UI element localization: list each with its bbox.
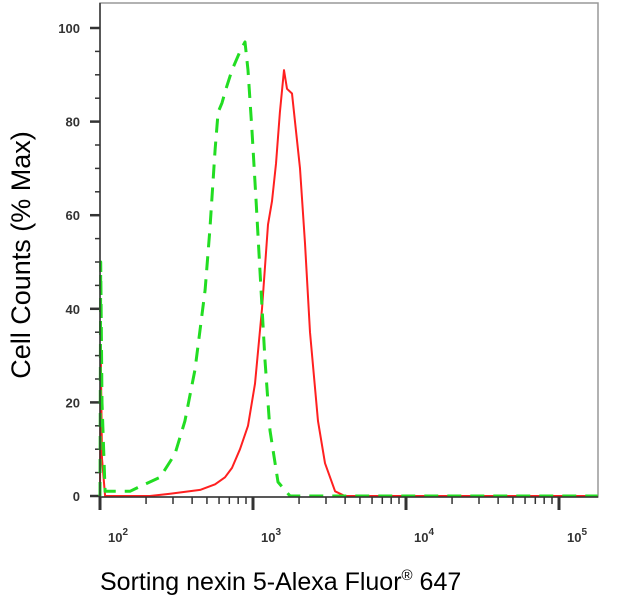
y-axis-title: Cell Counts (% Max) — [6, 131, 36, 379]
series-dashed-green-line — [98, 40, 598, 498]
y-tick-label: 60 — [66, 208, 80, 223]
x-tick-label: 102 — [108, 527, 128, 545]
y-tick-label: 0 — [73, 489, 80, 504]
x-tick-label: 103 — [261, 527, 281, 545]
x-axis: 102 103 104 105 — [98, 497, 587, 545]
y-tick-label: 100 — [58, 21, 80, 36]
x-axis-title: Sorting nexin 5-Alexa Fluor® 647 — [100, 567, 461, 596]
y-tick-label: 40 — [66, 302, 80, 317]
series-solid-red-line — [99, 69, 598, 497]
series-group — [98, 40, 598, 498]
y-tick-label: 80 — [66, 115, 80, 130]
y-axis: 0 20 40 60 80 100 — [58, 21, 100, 504]
plot-frame — [99, 2, 599, 498]
y-tick-label: 20 — [66, 395, 80, 410]
x-tick-label: 105 — [567, 527, 587, 545]
x-tick-label: 104 — [414, 527, 434, 545]
